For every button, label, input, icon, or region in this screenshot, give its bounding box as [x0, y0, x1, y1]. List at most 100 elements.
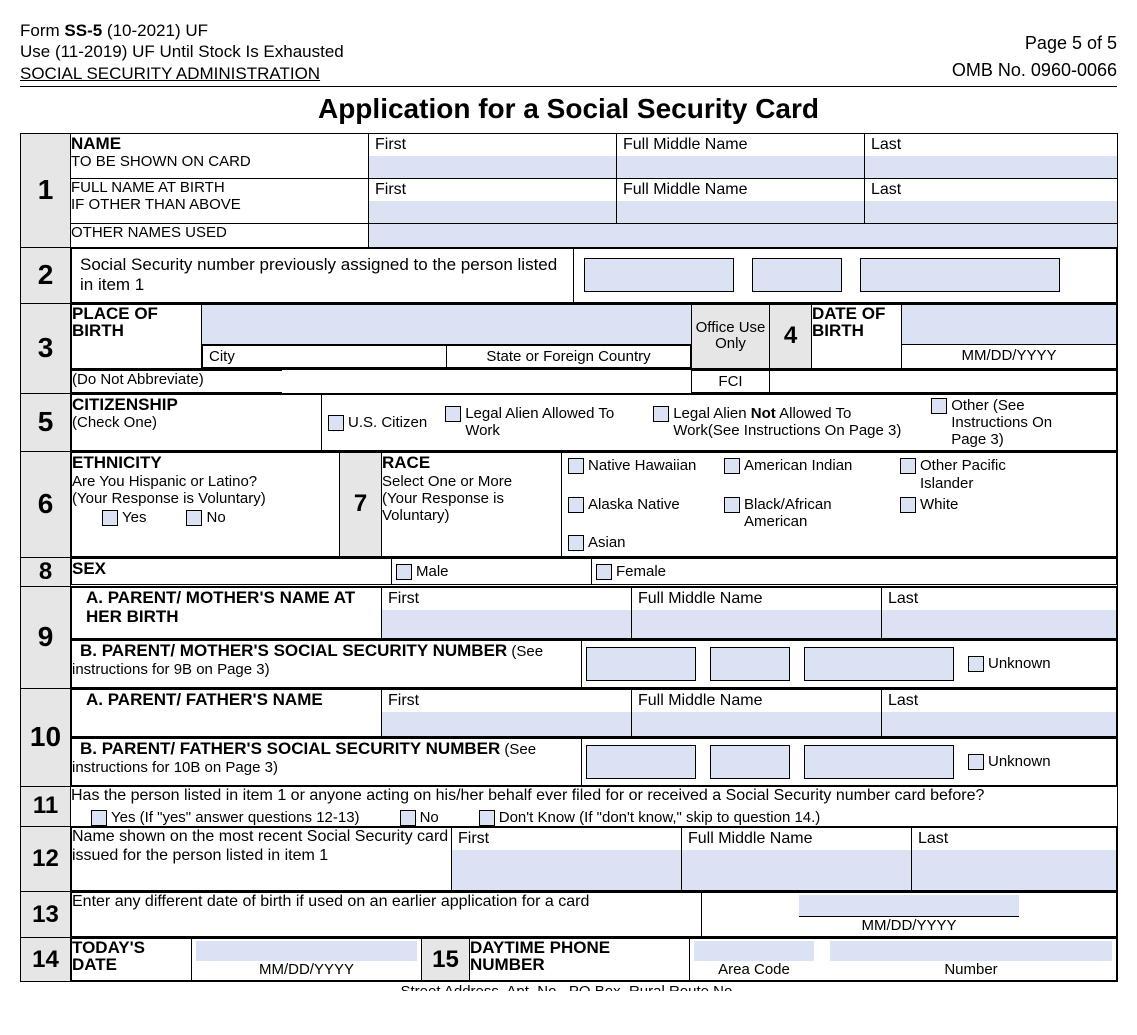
header-omb: OMB No. 0960-0066 — [952, 57, 1117, 84]
q7-alaska-native[interactable]: Alaska Native — [568, 496, 718, 531]
q8-female[interactable]: Female — [592, 559, 1116, 584]
q6-number: 6 — [21, 452, 71, 557]
q9b-ssn-3[interactable] — [804, 647, 954, 681]
q7-american-indian[interactable]: American Indian — [724, 457, 894, 492]
q1-number: 1 — [21, 133, 71, 247]
q7-black-african[interactable]: Black/African American — [724, 496, 894, 531]
q10b-label-bold: B. PARENT/ FATHER'S SOCIAL SECURITY NUMB… — [72, 739, 500, 758]
header-agency: SOCIAL SECURITY ADMINISTRATION — [20, 63, 344, 84]
q12-middle-input[interactable] — [682, 850, 911, 890]
header-page: Page 5 of 5 — [952, 30, 1117, 57]
q12-text: Name shown on the most recent Social Sec… — [72, 828, 452, 891]
q11-dont-know[interactable]: Don't Know (If "don't know," skip to que… — [479, 809, 821, 826]
q3-sub: (Do Not Abbreviate) — [72, 370, 282, 392]
q6-no[interactable]: No — [186, 509, 225, 526]
q1a-middle-label: Full Middle Name — [617, 134, 864, 156]
q10b-ssn-1[interactable] — [586, 745, 696, 779]
q15-number-label: Number — [830, 961, 1112, 978]
q2-ssn-3[interactable] — [860, 258, 1060, 292]
q13-date-input[interactable] — [799, 895, 1019, 917]
q5-opt-legal-allowed[interactable]: Legal Alien Allowed To Work — [445, 405, 635, 440]
q1-other-input[interactable] — [369, 223, 1118, 247]
q7-asian[interactable]: Asian — [568, 534, 718, 551]
q10a-middle-label: Full Middle Name — [632, 690, 881, 712]
q12-last-label: Last — [912, 828, 1116, 850]
q11-text: Has the person listed in item 1 or anyon… — [71, 787, 1117, 805]
q5-opt-other[interactable]: Other (See Instructions On Page 3) — [931, 397, 1081, 449]
q15-area-input[interactable] — [694, 941, 814, 961]
q7-number: 7 — [340, 453, 382, 556]
form-id-bold: SS-5 — [64, 21, 102, 40]
q9b-ssn-2[interactable] — [710, 647, 790, 681]
q3-city-label: City — [203, 345, 447, 367]
q9b-unknown[interactable]: Unknown — [968, 655, 1051, 672]
q1a-first-label: First — [369, 134, 616, 156]
q10a-last-input[interactable] — [882, 712, 1116, 736]
q9a-last-label: Last — [882, 588, 1116, 610]
form-header: Form SS-5 (10-2021) UF Use (11-2019) UF … — [20, 20, 1117, 87]
q1b-middle-label: Full Middle Name — [617, 179, 864, 201]
q9a-last-input[interactable] — [882, 610, 1116, 638]
q1-birth-label: FULL NAME AT BIRTH — [71, 179, 368, 196]
q4-mmddyyyy: MM/DD/YYYY — [902, 344, 1117, 368]
q5-opt-legal-not-allowed[interactable]: Legal Alien Not Allowed To Work(See Inst… — [653, 405, 913, 440]
q10a-first-label: First — [382, 690, 631, 712]
q12-first-input[interactable] — [452, 850, 681, 890]
q7-other-pacific[interactable]: Other Pacific Islander — [900, 457, 1040, 492]
q10a-last-label: Last — [882, 690, 1116, 712]
q3-place-input[interactable] — [202, 304, 692, 344]
q7-sub2: (Your Response is Voluntary) — [382, 490, 561, 525]
q1-birth-sub: IF OTHER THAN ABOVE — [71, 196, 368, 213]
q1a-last-input[interactable] — [865, 156, 1117, 178]
q10b-ssn-2[interactable] — [710, 745, 790, 779]
q13-mmddyyyy: MM/DD/YYYY — [708, 917, 1110, 934]
q13-text: Enter any different date of birth if use… — [72, 893, 702, 937]
q11-no[interactable]: No — [400, 809, 439, 826]
q9a-middle-label: Full Middle Name — [632, 588, 881, 610]
q4-date-input[interactable] — [902, 304, 1117, 344]
q12-last-input[interactable] — [912, 850, 1116, 890]
q14-date-input[interactable] — [196, 941, 417, 961]
q8-male[interactable]: Male — [392, 559, 591, 584]
form-title: Application for a Social Security Card — [20, 93, 1117, 125]
q10a-middle-input[interactable] — [632, 712, 881, 736]
q2-text: Social Security number previously assign… — [72, 248, 574, 302]
q10b-unknown[interactable]: Unknown — [968, 753, 1051, 770]
q5-opt-us-citizen[interactable]: U.S. Citizen — [328, 414, 427, 431]
q15-area-label: Area Code — [694, 961, 814, 978]
q1b-first-input[interactable] — [369, 201, 616, 223]
q3-office-label: Office Use Only — [692, 304, 770, 368]
q1a-middle-input[interactable] — [617, 156, 864, 178]
q9b-ssn-1[interactable] — [586, 647, 696, 681]
q2-ssn-1[interactable] — [584, 258, 734, 292]
q9b-label-bold: B. PARENT/ MOTHER'S SOCIAL SECURITY NUMB… — [72, 641, 507, 660]
q5-number: 5 — [21, 393, 71, 452]
q2-number: 2 — [21, 247, 71, 303]
q9a-first-input[interactable] — [382, 610, 631, 638]
q6-label: ETHNICITY — [72, 453, 339, 473]
q9a-middle-input[interactable] — [632, 610, 881, 638]
footer-hint: Street Address, Apt. No., PO Box, Rural … — [20, 983, 1117, 991]
q1a-last-label: Last — [865, 134, 1117, 156]
q1b-first-label: First — [369, 179, 616, 201]
q15-number-input[interactable] — [830, 941, 1112, 961]
q6-sub1: Are You Hispanic or Latino? — [72, 473, 339, 490]
q3-label: PLACE OF BIRTH — [72, 305, 201, 339]
q15-number: 15 — [422, 939, 470, 981]
form-page: Form SS-5 (10-2021) UF Use (11-2019) UF … — [20, 20, 1117, 991]
q4-label: DATE OF BIRTH — [812, 304, 902, 368]
q1b-middle-input[interactable] — [617, 201, 864, 223]
q9-number: 9 — [21, 586, 71, 688]
header-use-line: Use (11-2019) UF Until Stock Is Exhauste… — [20, 41, 344, 62]
q2-ssn-2[interactable] — [752, 258, 842, 292]
q1a-first-input[interactable] — [369, 156, 616, 178]
q7-native-hawaiian[interactable]: Native Hawaiian — [568, 457, 718, 492]
q10b-ssn-3[interactable] — [804, 745, 954, 779]
q7-white[interactable]: White — [900, 496, 1040, 531]
q6-yes[interactable]: Yes — [102, 509, 146, 526]
q10a-first-input[interactable] — [382, 712, 631, 736]
q1b-last-input[interactable] — [865, 201, 1117, 223]
q14-number: 14 — [21, 938, 71, 982]
q8-label: SEX — [72, 558, 392, 584]
q11-yes[interactable]: Yes (If "yes" answer questions 12-13) — [91, 809, 360, 826]
